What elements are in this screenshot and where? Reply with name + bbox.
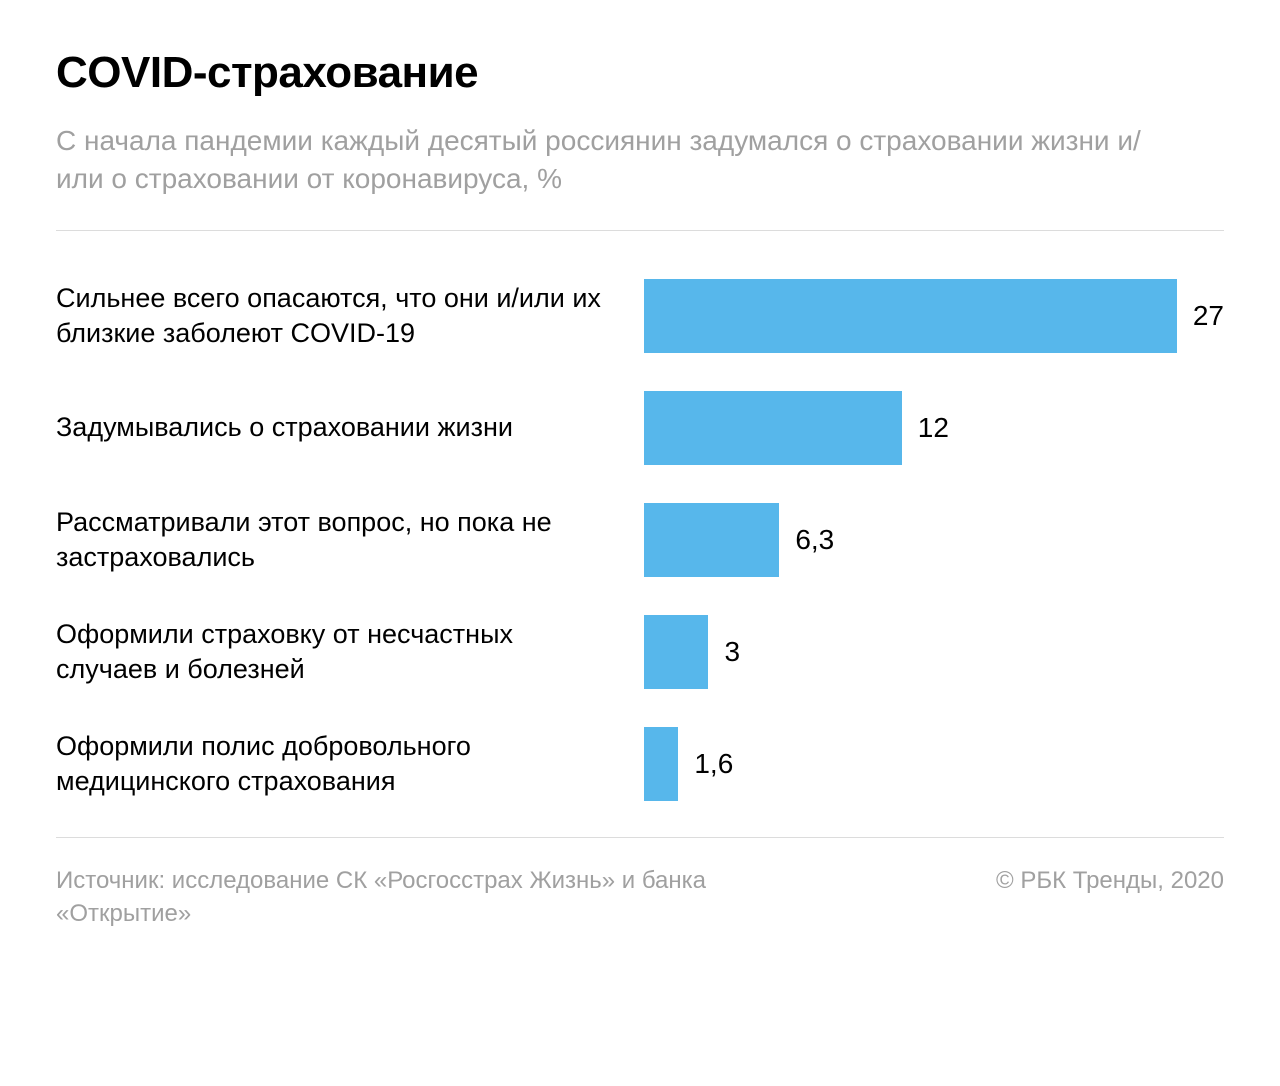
chart-row: Задумывались о страховании жизни 12 <box>56 391 1224 465</box>
bar-wrap: 6,3 <box>644 503 1224 577</box>
bar-value: 1,6 <box>694 748 733 780</box>
bar <box>644 279 1177 353</box>
bar <box>644 391 902 465</box>
bar-value: 6,3 <box>795 524 834 556</box>
bar-value: 27 <box>1193 300 1224 332</box>
chart-footer: Источник: исследование СК «Росгосстрах Ж… <box>56 838 1224 931</box>
bar-value: 12 <box>918 412 949 444</box>
chart-title: COVID-страхование <box>56 48 1224 98</box>
copyright-text: © РБК Тренды, 2020 <box>996 864 1224 898</box>
row-label: Рассматривали этот вопрос, но пока не за… <box>56 505 616 575</box>
bar <box>644 727 678 801</box>
row-label: Оформили страховку от несчастных случаев… <box>56 617 616 687</box>
bar-wrap: 1,6 <box>644 727 1224 801</box>
chart-subtitle: С начала пандемии каждый десятый россиян… <box>56 122 1156 198</box>
row-label: Сильнее всего опасаются, что они и/или и… <box>56 281 616 351</box>
chart-row: Сильнее всего опасаются, что они и/или и… <box>56 279 1224 353</box>
bar <box>644 615 708 689</box>
row-label: Оформили полис добровольного медицинског… <box>56 729 616 799</box>
source-text: Источник: исследование СК «Росгосстрах Ж… <box>56 864 736 931</box>
bar-wrap: 12 <box>644 391 1224 465</box>
bar <box>644 503 779 577</box>
bar-wrap: 27 <box>644 279 1224 353</box>
chart-row: Рассматривали этот вопрос, но пока не за… <box>56 503 1224 577</box>
bar-chart: Сильнее всего опасаются, что они и/или и… <box>56 231 1224 837</box>
row-label: Задумывались о страховании жизни <box>56 410 616 445</box>
chart-row: Оформили полис добровольного медицинског… <box>56 727 1224 801</box>
bar-value: 3 <box>724 636 740 668</box>
chart-row: Оформили страховку от несчастных случаев… <box>56 615 1224 689</box>
bar-wrap: 3 <box>644 615 1224 689</box>
